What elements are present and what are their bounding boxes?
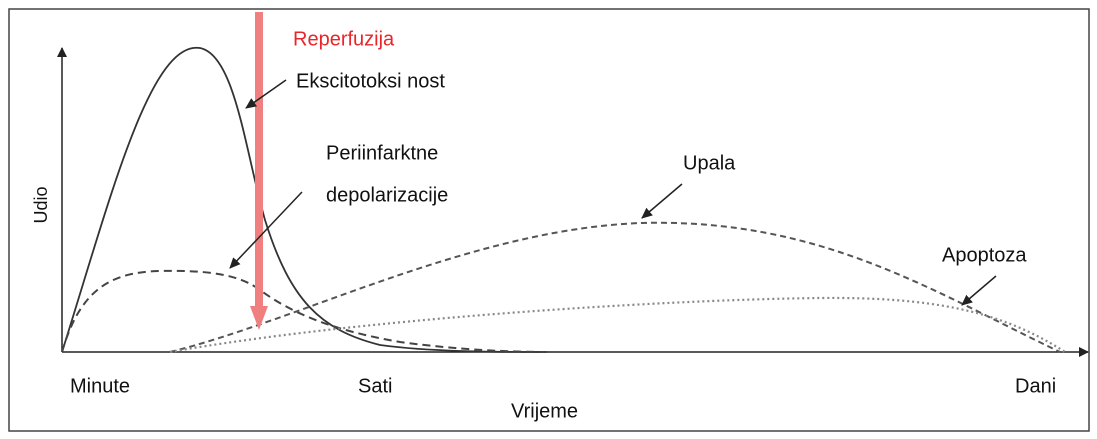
pointer-arrow [245,79,287,109]
apoptosis-curve [169,296,1066,354]
excitotoxicity-curve [61,47,546,353]
label: Apoptoza [942,244,1027,266]
label: Reperfuzija [293,28,395,50]
label: Ekscitotoksi nost [296,70,445,92]
reperfusion-arrowhead [250,306,268,330]
frame [8,8,1090,432]
x-axis-label: Vrijeme [511,400,578,422]
label: depolarizacije [326,184,448,206]
pointer-arrow [641,183,683,219]
y-axis-label: Udio [31,186,51,223]
label: Upala [683,152,736,174]
label: Periinfarktne [326,142,438,164]
x-tick-label: Sati [358,375,392,397]
x-tick-label: Dani [1015,375,1056,397]
x-tick-label: Minute [70,375,130,397]
pointer-arrow [961,275,997,306]
pointer-arrow [229,191,303,269]
periinfarct-curve [61,269,551,353]
